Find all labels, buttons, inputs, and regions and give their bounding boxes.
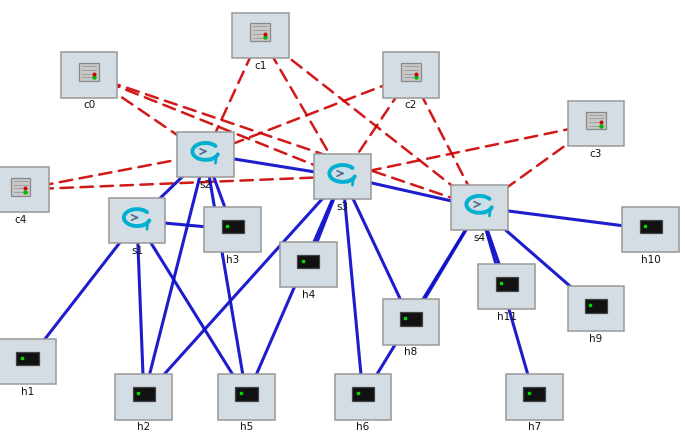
Text: h2: h2 [137, 422, 151, 432]
Text: c4: c4 [14, 215, 27, 225]
Text: s4: s4 [473, 233, 486, 243]
FancyBboxPatch shape [567, 101, 624, 146]
FancyBboxPatch shape [79, 63, 99, 81]
Text: c2: c2 [405, 101, 417, 110]
FancyBboxPatch shape [496, 277, 518, 291]
FancyBboxPatch shape [11, 178, 30, 195]
FancyBboxPatch shape [0, 339, 55, 384]
Text: h4: h4 [301, 290, 315, 300]
Text: s2: s2 [199, 180, 212, 190]
FancyBboxPatch shape [236, 387, 258, 401]
FancyBboxPatch shape [400, 312, 422, 326]
Text: c1: c1 [254, 60, 266, 71]
Text: h7: h7 [527, 422, 541, 432]
Text: s3: s3 [336, 202, 349, 212]
Text: h9: h9 [589, 334, 603, 344]
FancyBboxPatch shape [314, 154, 371, 199]
Circle shape [473, 200, 486, 209]
FancyBboxPatch shape [478, 264, 536, 310]
Text: h8: h8 [404, 348, 418, 357]
FancyBboxPatch shape [177, 131, 234, 177]
FancyBboxPatch shape [222, 220, 244, 233]
FancyBboxPatch shape [108, 198, 165, 243]
FancyBboxPatch shape [133, 387, 155, 401]
Circle shape [199, 147, 212, 156]
Text: h1: h1 [21, 387, 34, 397]
FancyBboxPatch shape [382, 52, 439, 98]
FancyBboxPatch shape [352, 387, 374, 401]
FancyBboxPatch shape [567, 286, 624, 332]
FancyBboxPatch shape [60, 52, 118, 98]
FancyBboxPatch shape [335, 374, 392, 420]
Text: c3: c3 [590, 149, 602, 159]
FancyBboxPatch shape [640, 220, 662, 233]
Text: h3: h3 [226, 255, 240, 265]
FancyBboxPatch shape [16, 352, 38, 366]
FancyBboxPatch shape [205, 206, 262, 252]
Text: s1: s1 [131, 246, 143, 256]
FancyBboxPatch shape [585, 299, 607, 313]
FancyBboxPatch shape [401, 63, 421, 81]
FancyBboxPatch shape [218, 374, 275, 420]
Text: h5: h5 [240, 422, 253, 432]
Text: c0: c0 [83, 101, 95, 110]
FancyBboxPatch shape [451, 184, 508, 230]
FancyBboxPatch shape [382, 299, 439, 345]
FancyBboxPatch shape [297, 255, 319, 269]
Text: h11: h11 [497, 312, 517, 322]
FancyBboxPatch shape [251, 23, 270, 41]
Circle shape [130, 213, 144, 222]
Text: h10: h10 [641, 255, 660, 265]
FancyBboxPatch shape [232, 12, 288, 58]
Text: h6: h6 [356, 422, 370, 432]
FancyBboxPatch shape [0, 167, 49, 213]
FancyBboxPatch shape [506, 374, 562, 420]
Circle shape [336, 169, 349, 178]
FancyBboxPatch shape [280, 242, 337, 288]
FancyBboxPatch shape [115, 374, 172, 420]
FancyBboxPatch shape [622, 206, 679, 252]
FancyBboxPatch shape [586, 112, 606, 129]
FancyBboxPatch shape [523, 387, 545, 401]
